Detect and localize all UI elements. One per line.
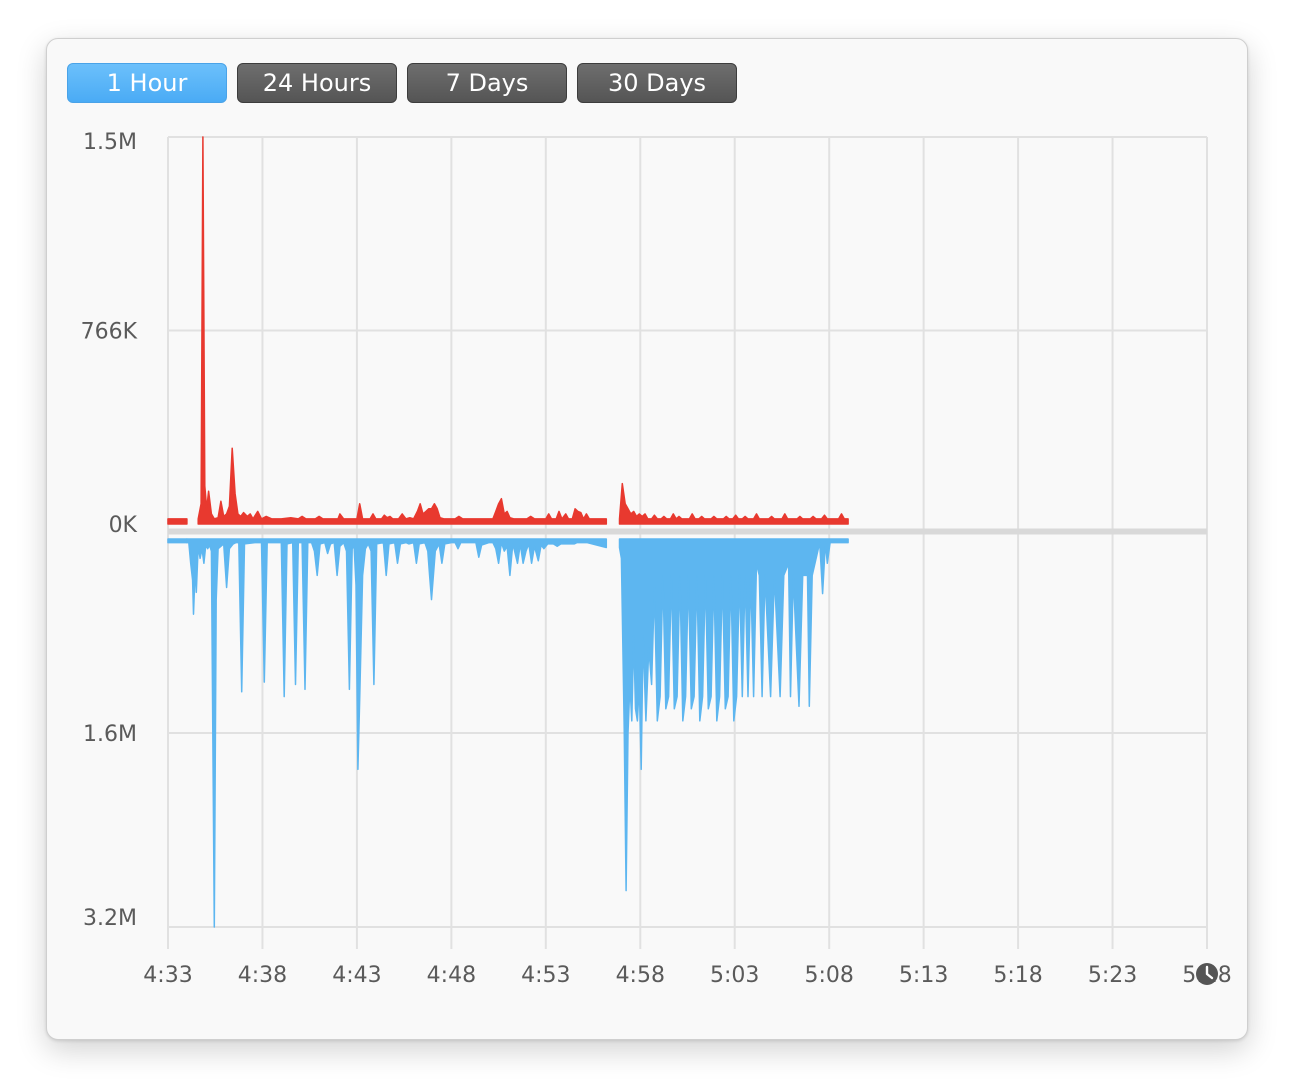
y-tick-lower-1: 3.2M — [83, 906, 137, 931]
x-tick-10: 5:23 — [1088, 963, 1137, 988]
x-axis-labels: 4:33 4:38 4:43 4:48 4:53 4:58 5:03 5:08 … — [143, 963, 1231, 988]
y-tick-upper-2: 0K — [109, 513, 138, 538]
network-chart: 1.5M 766K 0K 1.6M 3.2M 4:33 4:38 4:43 4:… — [81, 130, 1232, 988]
y-axis-labels: 1.5M 766K 0K 1.6M 3.2M — [81, 130, 138, 931]
sent-area-segment-2 — [618, 482, 849, 525]
sent-area-segment-1 — [197, 136, 608, 525]
chart-areas — [167, 136, 849, 928]
x-tick-5: 4:58 — [616, 963, 665, 988]
x-tick-8: 5:13 — [899, 963, 948, 988]
x-tick-6: 5:03 — [710, 963, 759, 988]
received-area-segment-2 — [618, 538, 849, 892]
x-tick-9: 5:18 — [993, 963, 1042, 988]
tab-30-days[interactable]: 30 Days — [577, 63, 737, 103]
clock-icon[interactable] — [1196, 963, 1218, 985]
y-tick-lower-0: 1.6M — [83, 722, 137, 747]
tab-1-hour[interactable]: 1 Hour — [67, 63, 227, 103]
y-tick-upper-1: 766K — [81, 320, 138, 345]
received-area-segment-1 — [186, 538, 608, 928]
tab-7-days[interactable]: 7 Days — [407, 63, 567, 103]
x-tick-1: 4:38 — [238, 963, 287, 988]
network-window: 1 Hour 24 Hours 7 Days 30 Days 1.5M 766K… — [46, 38, 1248, 1040]
x-tick-2: 4:43 — [332, 963, 381, 988]
received-area-segment-0 — [167, 538, 188, 544]
y-tick-upper-0: 1.5M — [83, 130, 137, 155]
x-tick-4: 4:53 — [521, 963, 570, 988]
sent-area-segment-0 — [167, 518, 188, 525]
grid — [167, 136, 1208, 949]
x-tick-0: 4:33 — [143, 963, 192, 988]
tab-24-hours[interactable]: 24 Hours — [237, 63, 397, 103]
x-tick-3: 4:48 — [427, 963, 476, 988]
x-tick-7: 5:08 — [804, 963, 853, 988]
time-range-tabs: 1 Hour 24 Hours 7 Days 30 Days — [67, 63, 737, 103]
